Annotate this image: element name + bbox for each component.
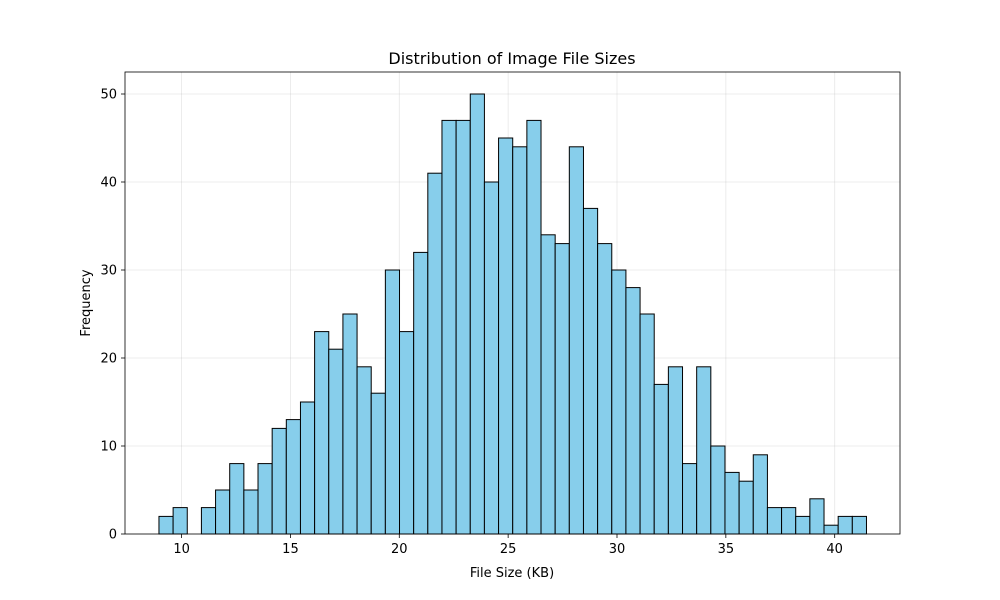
y-tick-label: 0 [109,528,117,543]
histogram-bar [469,93,485,535]
y-tick-label: 50 [100,88,117,103]
histogram-bar [653,383,669,535]
chart-title: Distribution of Image File Sizes [388,49,635,68]
histogram-bar [512,146,528,535]
histogram-bar [582,207,599,535]
histogram-bar [483,181,500,535]
histogram-bar [540,234,556,535]
histogram-bar [809,498,825,535]
histogram-bar [229,463,245,535]
histogram-bar [781,507,797,535]
histogram-bar [455,119,471,535]
histogram-bar [738,480,754,535]
histogram-bar [795,515,811,535]
x-tick-label: 40 [826,542,843,557]
x-tick-label: 25 [500,542,517,557]
histogram-bar [851,515,867,535]
y-tick-label: 10 [100,440,117,455]
histogram-bar [625,287,641,535]
histogram-bar [328,348,344,535]
histogram-bar [370,392,386,535]
histogram-bar [441,119,457,535]
x-axis-label: File Size (KB) [470,566,554,581]
x-axis-ticks: 10 15 20 25 30 35 40 [173,534,843,557]
histogram-bar [172,507,188,535]
y-tick-label: 40 [100,176,117,191]
x-tick-label: 35 [718,542,735,557]
histogram-bar [667,366,684,535]
histogram-bar [427,172,443,535]
histogram-bar [314,331,330,535]
histogram-bar [682,463,698,535]
histogram-bar [611,269,627,535]
histogram-bar [498,137,514,535]
histogram-bar [243,489,259,535]
histogram-bar [399,331,415,535]
histogram-bar [752,454,768,535]
x-tick-label: 20 [391,542,408,557]
histogram-bar [597,243,613,535]
histogram-bar [158,515,174,535]
histogram-bar [215,489,231,535]
y-tick-label: 30 [100,264,117,279]
histogram-bar [299,401,316,535]
y-axis-ticks: 0 10 20 30 40 50 [100,88,125,543]
histogram-bar [696,366,712,535]
histogram-bar [356,366,372,535]
histogram-bar [554,243,570,535]
y-axis-label: Frequency [79,269,94,336]
histogram-bar [710,445,726,535]
histogram-bar [766,507,783,535]
x-tick-label: 30 [609,542,626,557]
y-tick-label: 20 [100,352,117,367]
histogram-bar [384,269,401,535]
histogram-bar [639,313,655,535]
histogram-bar [823,524,839,535]
histogram-bar [200,507,217,535]
histogram-bar [342,313,358,535]
histogram-bar [568,146,584,535]
histogram-bar [271,427,287,535]
histogram-bar [526,119,542,535]
histogram-bar [724,471,740,535]
axes-frame [124,71,901,535]
histogram-bar [413,251,429,535]
histogram-bars [158,93,867,535]
x-tick-label: 15 [282,542,299,557]
histogram-bar [285,419,301,535]
histogram-bar [837,515,853,535]
x-tick-label: 10 [173,542,190,557]
histogram-bar [257,463,273,535]
